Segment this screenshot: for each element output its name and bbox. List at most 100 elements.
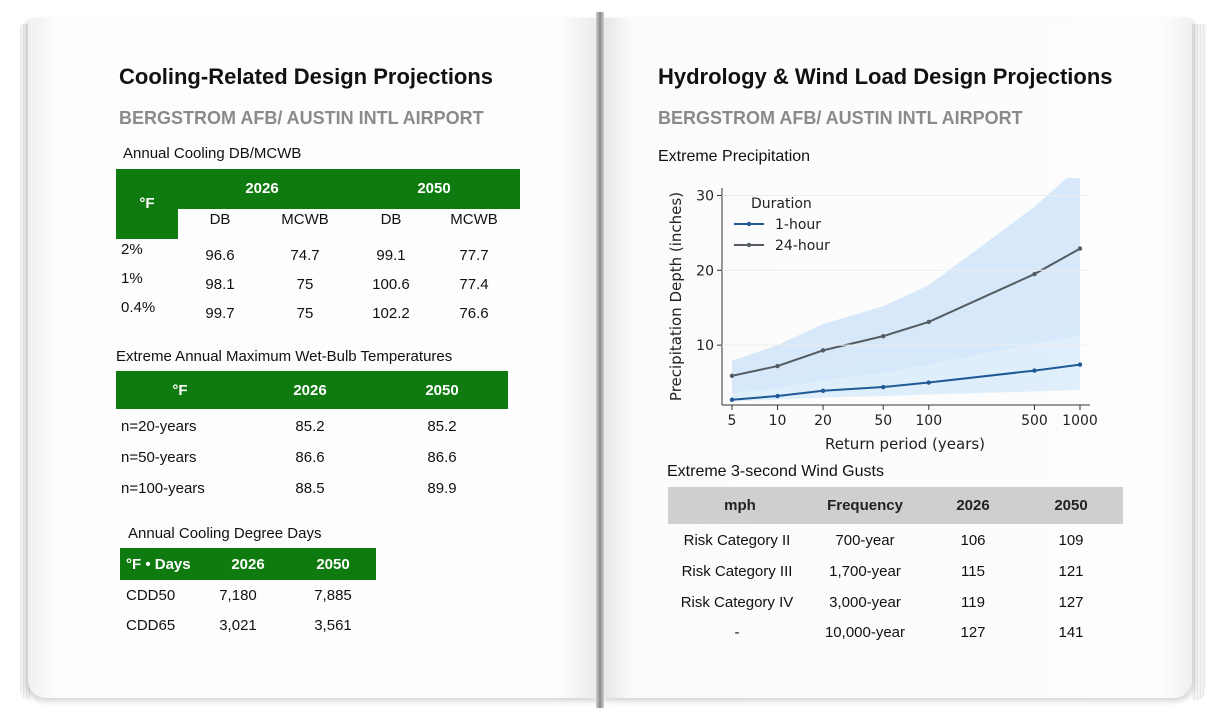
wetbulb-header: °F (130, 382, 230, 399)
cooling-db-cell: 98.1 (205, 276, 235, 293)
cdd-row-label: CDD65 (126, 617, 176, 634)
left-page (28, 18, 600, 698)
cdd-header: 2026 (213, 556, 283, 573)
cooling-db-subheader: MCWB (281, 211, 329, 228)
cooling-db-cell: 99.7 (205, 305, 235, 322)
wetbulb-cell: 89.9 (427, 480, 457, 497)
wetbulb-cell: 85.2 (295, 418, 325, 435)
data-point-1-hour (1077, 362, 1083, 367)
cdd-cell: 7,885 (314, 587, 352, 604)
wind-cell: 700-year (835, 532, 895, 549)
x-tick-label: 1000 (1062, 413, 1098, 429)
wetbulb-row-label: n=20-years (121, 418, 197, 435)
cooling-db-cell: 75 (296, 305, 314, 322)
wetbulb-header: 2050 (402, 382, 482, 399)
cooling-db-caption: Annual Cooling DB/MCWB (123, 145, 302, 162)
wetbulb-row-label: n=100-years (121, 480, 205, 497)
cdd-header: 2050 (298, 556, 368, 573)
left-page-edges (20, 24, 30, 700)
wetbulb-cell: 88.5 (295, 480, 325, 497)
data-point-1-hour (881, 384, 886, 390)
data-point-1-hour (820, 388, 826, 393)
wind-cell: 1,700-year (829, 563, 901, 580)
x-tick-label: 500 (1021, 413, 1048, 429)
data-point-1-hour (775, 393, 780, 399)
cooling-db-cell: 99.1 (376, 247, 406, 264)
left-station-name: BERGSTROM AFB/ AUSTIN INTL AIRPORT (119, 108, 484, 128)
wind-cell: 106 (960, 532, 986, 549)
cdd-cell: 7,180 (219, 587, 257, 604)
wind-cell: 10,000-year (824, 624, 906, 641)
wind-header-band (668, 487, 1123, 524)
cdd-cell: 3,021 (219, 617, 257, 634)
cooling-db-row-label: 0.4% (121, 299, 156, 316)
cooling-db-cell: 74.7 (290, 247, 320, 264)
x-tick-label: 100 (915, 413, 942, 429)
cooling-db-cell: 102.2 (372, 305, 410, 322)
wind-cell: 109 (1058, 532, 1084, 549)
cooling-db-row-label: 1% (121, 270, 143, 287)
legend-label-1-hour: 1-hour (775, 217, 821, 233)
cdd-row-label: CDD50 (126, 587, 176, 604)
right-station-name: BERGSTROM AFB/ AUSTIN INTL AIRPORT (658, 108, 1023, 128)
cooling-db-cell: 77.7 (459, 247, 489, 264)
wind-cell: 119 (961, 594, 985, 611)
legend-label-24-hour: 24-hour (775, 238, 830, 254)
wind-header: 2050 (1054, 497, 1088, 514)
wetbulb-cell: 86.6 (295, 449, 325, 466)
y-tick-label: 10 (696, 338, 714, 354)
wetbulb-cell: 85.2 (427, 418, 457, 435)
cdd-cell: 3,561 (314, 617, 352, 634)
wind-row-label: Risk Category IV (680, 594, 794, 611)
cooling-db-year-2026: 2026 (200, 180, 324, 197)
cooling-db-cell: 76.6 (459, 305, 489, 322)
wind-header: Frequency (827, 497, 903, 514)
left-page-title: Cooling-Related Design Projections (119, 64, 494, 89)
x-tick-label: 5 (728, 413, 737, 429)
cooling-db-cell: 75 (296, 276, 314, 293)
precipitation-chart: 10 20 30 5 10 20 50 100 500 1000 Return period (ye… (667, 178, 1098, 453)
wind-header: mph (724, 497, 756, 514)
x-tick-label: 10 (769, 413, 787, 429)
book-spine (596, 12, 604, 708)
cooling-db-row-label: 2% (121, 241, 143, 258)
data-point-24-hour (926, 319, 931, 325)
x-tick-label: 50 (874, 413, 892, 429)
wetbulb-caption: Extreme Annual Maximum Wet-Bulb Temperat… (116, 348, 453, 365)
wetbulb-row-label: n=50-years (121, 449, 197, 466)
cdd-caption: Annual Cooling Degree Days (128, 525, 322, 542)
legend-title: Duration (751, 196, 812, 212)
cooling-db-year-2050: 2050 (372, 180, 496, 197)
wind-cell: 141 (1058, 624, 1084, 641)
cooling-db-subheader: DB (380, 211, 402, 228)
x-tick-label: 20 (814, 413, 832, 429)
wind-cell: 3,000-year (829, 594, 901, 611)
cdd-header: °F • Days (126, 556, 191, 573)
cooling-db-unit: °F (116, 195, 178, 212)
wind-cell: 127 (960, 624, 986, 641)
data-point-1-hour (926, 380, 931, 385)
y-tick-label: 30 (696, 188, 714, 204)
wind-header: 2026 (956, 497, 990, 514)
cooling-db-cell: 77.4 (459, 276, 489, 293)
data-point-24-hour (881, 333, 886, 339)
data-point-24-hour (820, 348, 826, 353)
wind-cell: 127 (1058, 594, 1084, 611)
wind-row-label: Risk Category III (681, 563, 793, 580)
cooling-db-cell: 100.6 (372, 276, 410, 293)
x-axis-label: Return period (years) (825, 435, 985, 453)
right-page-title: Hydrology & Wind Load Design Projections (658, 64, 1113, 89)
wind-caption: Extreme 3-second Wind Gusts (667, 463, 884, 480)
wind-cell: 121 (1058, 563, 1084, 580)
data-point-24-hour (1032, 271, 1037, 277)
legend-marker-24-hour (746, 242, 752, 248)
cooling-db-subheader: MCWB (450, 211, 498, 228)
cooling-db-cell: 96.6 (205, 247, 235, 264)
data-point-1-hour (729, 397, 735, 402)
data-point-24-hour (775, 363, 780, 369)
data-point-1-hour (1032, 368, 1037, 373)
y-tick-label: 20 (696, 263, 714, 279)
cooling-db-subheader: DB (209, 211, 231, 228)
data-point-24-hour (729, 373, 735, 379)
confidence-band-1-hour (732, 333, 1080, 402)
